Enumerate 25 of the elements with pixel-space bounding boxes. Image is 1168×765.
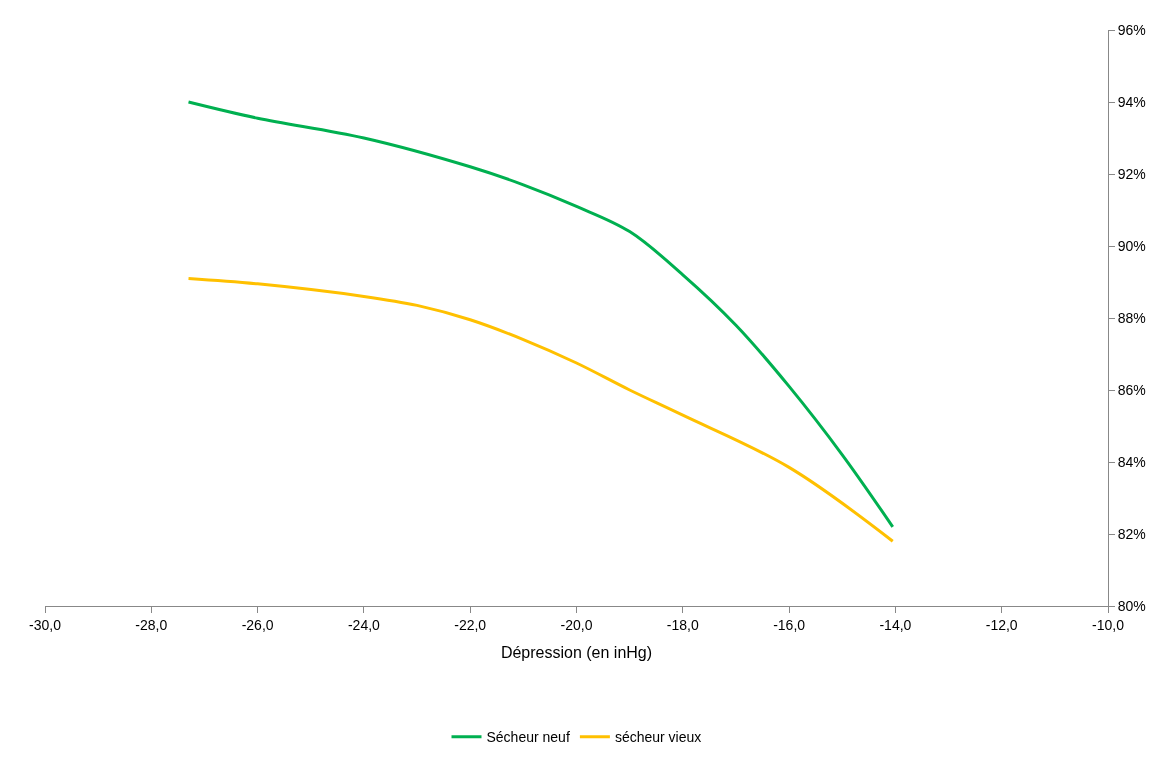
x-tick-label: -16,0: [773, 616, 806, 633]
x-tick-label: -12,0: [985, 616, 1018, 633]
legend-label: sécheur vieux: [614, 729, 702, 746]
x-tick-label: -24,0: [347, 616, 381, 633]
legend-label: Sécheur neuf: [486, 729, 570, 746]
x-tick-label: -22,0: [454, 616, 487, 633]
y-tick-label: 82%: [1117, 525, 1146, 542]
y-tick-label: 90%: [1117, 237, 1146, 254]
y-tick-label: 92%: [1117, 165, 1146, 182]
y-tick-label: 84%: [1117, 453, 1146, 470]
y-tick-label: 94%: [1117, 93, 1146, 110]
x-tick-label: -20,0: [560, 616, 593, 633]
x-tick-label: -18,0: [666, 616, 699, 633]
x-tick-label: -14,0: [879, 616, 912, 633]
x-tick-label: -30,0: [29, 616, 62, 633]
x-tick-label: -10,0: [1092, 616, 1125, 633]
y-tick-label: 96%: [1117, 21, 1146, 38]
x-tick-label: -26,0: [241, 616, 274, 633]
y-tick-label: 80%: [1117, 597, 1146, 614]
line-series: [187, 100, 895, 529]
line-series: [187, 276, 895, 543]
x-axis-title: Dépression (en inHg): [500, 644, 653, 662]
y-tick-label: 86%: [1117, 381, 1146, 398]
y-tick-label: 88%: [1117, 309, 1146, 326]
x-tick-label: -28,0: [135, 616, 168, 633]
